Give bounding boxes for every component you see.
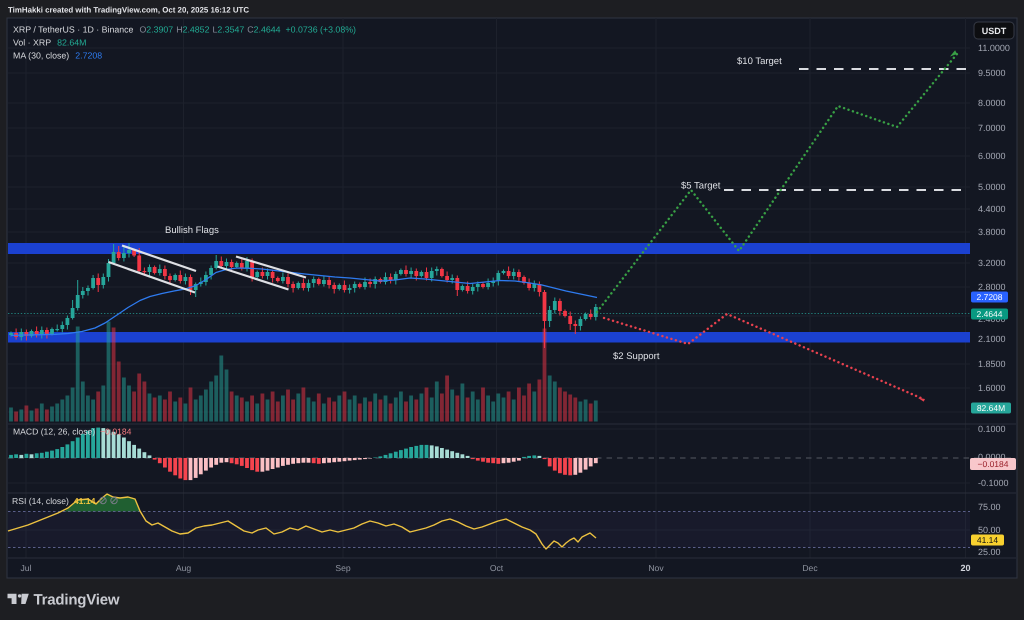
svg-text:$10 Target: $10 Target [737,56,782,67]
svg-text:6.0000: 6.0000 [978,151,1006,161]
svg-text:82.64M: 82.64M [977,403,1005,413]
svg-text:3.2000: 3.2000 [978,258,1006,268]
svg-text:75.00: 75.00 [978,502,1001,512]
svg-text:Bullish Flags: Bullish Flags [165,225,219,236]
svg-text:25.00: 25.00 [978,547,1001,557]
svg-text:1.8500: 1.8500 [978,359,1006,369]
svg-text:0.0000: 0.0000 [978,452,1006,462]
svg-text:TimHakki created with TradingV: TimHakki created with TradingView.com, O… [8,6,249,15]
svg-text:1.6000: 1.6000 [978,383,1006,393]
svg-text:20: 20 [960,563,970,573]
svg-text:Jul: Jul [21,563,32,573]
svg-text:2.7208: 2.7208 [977,292,1003,302]
svg-text:9.5000: 9.5000 [978,68,1006,78]
svg-text:$5 Target: $5 Target [681,181,721,192]
svg-text:41.14: 41.14 [977,535,999,545]
svg-text:MACD (12, 26, close)−0.0184: MACD (12, 26, close) −0.0184 [13,427,132,437]
svg-text:$2 Support: $2 Support [613,351,660,362]
svg-text:4.4000: 4.4000 [978,204,1006,214]
svg-text:−0.0184: −0.0184 [978,459,1009,469]
svg-text:-0.1000: -0.1000 [978,478,1009,488]
svg-text:Oct: Oct [490,563,504,573]
svg-text:50.00: 50.00 [978,525,1001,535]
svg-text:USDT: USDT [982,26,1007,36]
svg-text:0.1000: 0.1000 [978,424,1006,434]
svg-text:11.0000: 11.0000 [978,43,1010,53]
svg-text:7.0000: 7.0000 [978,123,1006,133]
svg-text:3.8000: 3.8000 [978,227,1006,237]
svg-text:2.4644: 2.4644 [977,309,1003,319]
svg-text:2.8000: 2.8000 [978,282,1006,292]
svg-text:Nov: Nov [648,563,664,573]
svg-text:RSI (14, close)41.14: RSI (14, close) 41.14 [12,496,96,506]
svg-text:Sep: Sep [335,563,351,573]
svg-text:8.0000: 8.0000 [978,98,1006,108]
svg-text:Aug: Aug [176,563,192,573]
svg-text:TradingView: TradingView [34,592,120,609]
svg-text:Dec: Dec [802,563,818,573]
svg-text:2.1000: 2.1000 [978,334,1006,344]
svg-text:5.0000: 5.0000 [978,182,1006,192]
svg-text:MA (30, close)2.7208: MA (30, close) 2.7208 [13,51,102,61]
